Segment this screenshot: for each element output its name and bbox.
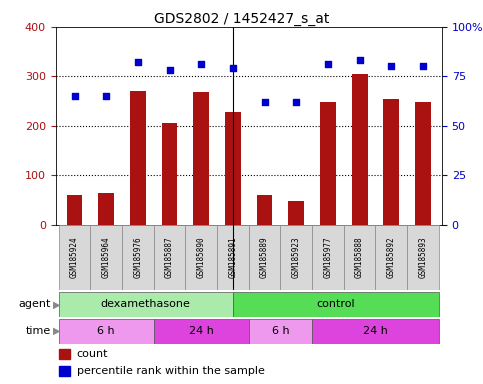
Text: GSM185924: GSM185924 xyxy=(70,237,79,278)
Bar xyxy=(154,319,249,344)
Point xyxy=(71,93,78,99)
Point xyxy=(324,61,332,68)
Point xyxy=(229,65,237,71)
Point xyxy=(292,99,300,105)
Point xyxy=(166,67,173,73)
Point xyxy=(419,63,427,70)
Bar xyxy=(193,92,209,225)
Bar xyxy=(352,74,368,225)
Text: GSM185891: GSM185891 xyxy=(228,237,238,278)
Point xyxy=(102,93,110,99)
Bar xyxy=(67,195,83,225)
Point xyxy=(134,60,142,66)
Text: time: time xyxy=(26,326,51,336)
Text: GSM185888: GSM185888 xyxy=(355,237,364,278)
Bar xyxy=(281,225,312,290)
Bar xyxy=(384,99,399,225)
Text: GSM185976: GSM185976 xyxy=(133,237,142,278)
Text: percentile rank within the sample: percentile rank within the sample xyxy=(77,366,265,376)
Text: GSM185887: GSM185887 xyxy=(165,237,174,278)
Bar xyxy=(90,225,122,290)
Point xyxy=(356,58,364,64)
Bar xyxy=(59,319,154,344)
Text: GSM185889: GSM185889 xyxy=(260,237,269,278)
Bar xyxy=(312,225,344,290)
Point xyxy=(261,99,269,105)
Bar xyxy=(249,225,281,290)
Bar xyxy=(59,292,233,317)
Text: 24 h: 24 h xyxy=(363,326,388,336)
Text: GSM185890: GSM185890 xyxy=(197,237,206,278)
Text: GSM185892: GSM185892 xyxy=(387,237,396,278)
Text: ▶: ▶ xyxy=(53,326,61,336)
Bar xyxy=(415,102,431,225)
Bar xyxy=(249,319,312,344)
Bar xyxy=(312,319,439,344)
Bar xyxy=(130,91,146,225)
Text: GSM185893: GSM185893 xyxy=(418,237,427,278)
Bar xyxy=(288,201,304,225)
Bar xyxy=(407,225,439,290)
Point xyxy=(387,63,395,70)
Bar xyxy=(59,366,70,376)
Bar xyxy=(217,225,249,290)
Bar xyxy=(59,349,70,359)
Point xyxy=(198,61,205,68)
Text: agent: agent xyxy=(18,299,51,310)
Text: GDS2802 / 1452427_s_at: GDS2802 / 1452427_s_at xyxy=(154,12,329,25)
Bar xyxy=(225,112,241,225)
Text: GSM185964: GSM185964 xyxy=(102,237,111,278)
Bar xyxy=(59,225,90,290)
Text: 6 h: 6 h xyxy=(98,326,115,336)
Bar xyxy=(344,225,375,290)
Text: GSM185923: GSM185923 xyxy=(292,237,301,278)
Text: ▶: ▶ xyxy=(53,299,61,310)
Text: control: control xyxy=(316,299,355,310)
Text: GSM185977: GSM185977 xyxy=(324,237,332,278)
Bar xyxy=(320,102,336,225)
Bar xyxy=(122,225,154,290)
Bar xyxy=(375,225,407,290)
Bar xyxy=(256,195,272,225)
Bar xyxy=(154,225,185,290)
Text: 24 h: 24 h xyxy=(189,326,213,336)
Bar xyxy=(185,225,217,290)
Text: 6 h: 6 h xyxy=(271,326,289,336)
Bar xyxy=(162,123,177,225)
Text: count: count xyxy=(77,349,108,359)
Bar xyxy=(233,292,439,317)
Bar xyxy=(99,192,114,225)
Text: dexamethasone: dexamethasone xyxy=(101,299,191,310)
